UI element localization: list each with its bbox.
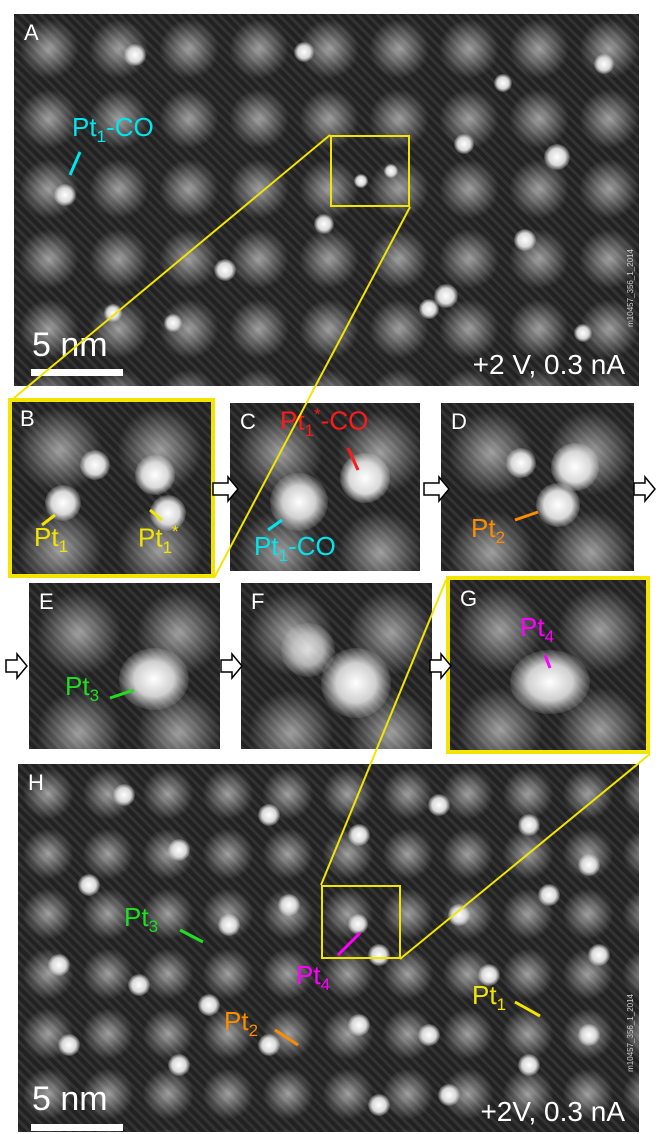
panel-g-stm-image: G Pt4 bbox=[450, 580, 646, 750]
zoom-box-a bbox=[330, 135, 410, 207]
scale-bar-h bbox=[31, 1124, 123, 1131]
panel-d-stm-image: D Pt2 bbox=[441, 403, 634, 571]
label-c-pt1star-co: Pt1*-CO bbox=[280, 405, 369, 440]
panel-b-letter: B bbox=[20, 406, 35, 431]
zoom-box-h bbox=[321, 885, 401, 959]
label-h-pt4: Pt4 bbox=[296, 960, 331, 995]
label-h-pt3: Pt3 bbox=[124, 902, 159, 937]
panel-a-stm-image: A Pt1-CO 5 nm +2 V, 0.3 nA m10457_356_1_… bbox=[14, 14, 639, 386]
panel-c-letter: C bbox=[240, 409, 256, 434]
highlight-frame-g bbox=[446, 576, 650, 754]
label-c-pt1-co: Pt1-CO bbox=[254, 531, 336, 566]
label-h-pt2: Pt2 bbox=[224, 1006, 259, 1041]
label-e-pt3: Pt3 bbox=[65, 671, 100, 706]
label-h-pt1: Pt1 bbox=[472, 980, 507, 1015]
label-a-pt1-co: Pt1-CO bbox=[72, 112, 154, 147]
label-b-pt1: Pt1 bbox=[34, 522, 69, 557]
panel-h-letter: H bbox=[28, 770, 44, 795]
panel-e-letter: E bbox=[39, 589, 54, 614]
panel-a-letter: A bbox=[24, 20, 39, 45]
panel-c-stm-image: C Pt1*-CO Pt1-CO bbox=[230, 403, 420, 571]
panel-d-letter: D bbox=[451, 409, 467, 434]
panel-f-letter: F bbox=[251, 589, 265, 614]
scale-bar-a bbox=[31, 369, 123, 376]
panel-g-letter: G bbox=[460, 586, 478, 611]
panel-e-stm-image: E Pt3 bbox=[29, 583, 220, 749]
highlight-frame-b bbox=[8, 398, 215, 578]
label-b-pt1-star: Pt1* bbox=[138, 522, 179, 557]
label-d-pt2: Pt2 bbox=[471, 513, 506, 548]
label-g-pt4: Pt4 bbox=[520, 612, 555, 647]
panel-b-stm-image: B Pt1 Pt1* bbox=[10, 400, 213, 576]
condition-a: +2 V, 0.3 nA bbox=[472, 349, 625, 380]
condition-h: +2V, 0.3 nA bbox=[480, 1096, 625, 1127]
watermark-a: m10457_356_1_2014 bbox=[626, 249, 635, 327]
scale-label-a: 5 nm bbox=[32, 326, 108, 364]
watermark-h: m10457_356_1_2014 bbox=[626, 994, 635, 1072]
panel-f-stm-image: F bbox=[241, 583, 432, 749]
panel-h-stm-image: H Pt3 Pt4 Pt2 Pt1 5 nm +2V, 0.3 nA m1045… bbox=[18, 764, 639, 1132]
scale-label-h: 5 nm bbox=[32, 1080, 108, 1118]
